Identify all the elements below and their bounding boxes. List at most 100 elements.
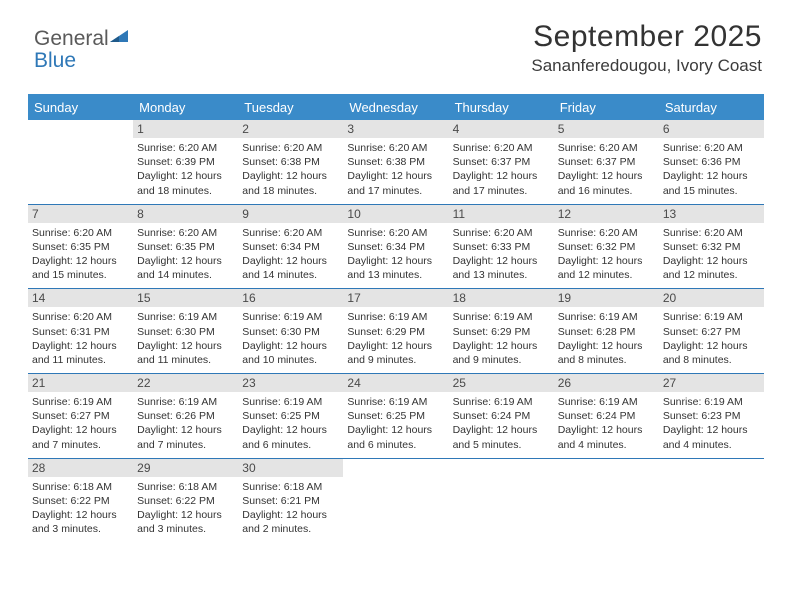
calendar-cell-blank bbox=[28, 120, 133, 204]
day-number: 10 bbox=[343, 205, 448, 223]
calendar-cell: 23Sunrise: 6:19 AMSunset: 6:25 PMDayligh… bbox=[238, 374, 343, 458]
cell-body: Sunrise: 6:19 AMSunset: 6:25 PMDaylight:… bbox=[347, 395, 444, 452]
cell-sunset: Sunset: 6:21 PM bbox=[242, 494, 339, 508]
cell-day1: Daylight: 12 hours bbox=[663, 423, 760, 437]
cell-body: Sunrise: 6:19 AMSunset: 6:29 PMDaylight:… bbox=[347, 310, 444, 367]
cell-sunrise: Sunrise: 6:20 AM bbox=[558, 226, 655, 240]
cell-sunset: Sunset: 6:27 PM bbox=[32, 409, 129, 423]
cell-sunset: Sunset: 6:26 PM bbox=[137, 409, 234, 423]
cell-sunrise: Sunrise: 6:20 AM bbox=[453, 141, 550, 155]
cell-sunset: Sunset: 6:35 PM bbox=[137, 240, 234, 254]
day-number bbox=[28, 120, 133, 138]
day-number: 11 bbox=[449, 205, 554, 223]
cell-body: Sunrise: 6:19 AMSunset: 6:26 PMDaylight:… bbox=[137, 395, 234, 452]
cell-body: Sunrise: 6:19 AMSunset: 6:24 PMDaylight:… bbox=[453, 395, 550, 452]
dayname-2: Tuesday bbox=[238, 100, 343, 115]
cell-sunset: Sunset: 6:23 PM bbox=[663, 409, 760, 423]
cell-day1: Daylight: 12 hours bbox=[558, 423, 655, 437]
calendar-cell: 28 Sunrise: 6:18 AMSunset: 6:22 PMDayligh… bbox=[28, 459, 133, 543]
cell-day2: and 6 minutes. bbox=[242, 438, 339, 452]
calendar-cell-blank bbox=[659, 459, 764, 543]
cell-body: Sunrise: 6:20 AMSunset: 6:37 PMDaylight:… bbox=[453, 141, 550, 198]
calendar-cell: 10 Sunrise: 6:20 AMSunset: 6:34 PMDayligh… bbox=[343, 205, 448, 289]
logo-text-a: General bbox=[34, 27, 109, 50]
calendar-cell: 11 Sunrise: 6:20 AMSunset: 6:33 PMDayligh… bbox=[449, 205, 554, 289]
cell-body: Sunrise: 6:20 AMSunset: 6:32 PMDaylight:… bbox=[663, 226, 760, 283]
cell-sunrise: Sunrise: 6:19 AM bbox=[137, 395, 234, 409]
cell-sunrise: Sunrise: 6:19 AM bbox=[663, 395, 760, 409]
dayname-6: Saturday bbox=[659, 100, 764, 115]
cell-sunrise: Sunrise: 6:18 AM bbox=[137, 480, 234, 494]
cell-day2: and 2 minutes. bbox=[242, 522, 339, 536]
cell-sunset: Sunset: 6:30 PM bbox=[137, 325, 234, 339]
calendar-cell: 19Sunrise: 6:19 AMSunset: 6:28 PMDayligh… bbox=[554, 289, 659, 373]
calendar-cell: 4Sunrise: 6:20 AMSunset: 6:37 PMDaylight… bbox=[449, 120, 554, 204]
cell-day2: and 12 minutes. bbox=[558, 268, 655, 282]
calendar-row: 14Sunrise: 6:20 AMSunset: 6:31 PMDayligh… bbox=[28, 288, 764, 373]
cell-day2: and 6 minutes. bbox=[347, 438, 444, 452]
cell-day2: and 4 minutes. bbox=[663, 438, 760, 452]
cell-body: Sunrise: 6:19 AMSunset: 6:28 PMDaylight:… bbox=[558, 310, 655, 367]
calendar-cell-blank bbox=[449, 459, 554, 543]
day-number: 21 bbox=[28, 374, 133, 392]
calendar-cell: 20 Sunrise: 6:19 AMSunset: 6:27 PMDayligh… bbox=[659, 289, 764, 373]
cell-day1: Daylight: 12 hours bbox=[32, 339, 129, 353]
cell-body: Sunrise: 6:20 AMSunset: 6:38 PMDaylight:… bbox=[242, 141, 339, 198]
day-number: 29 bbox=[133, 459, 238, 477]
cell-body: Sunrise: 6:20 AMSunset: 6:38 PMDaylight:… bbox=[347, 141, 444, 198]
cell-day1: Daylight: 12 hours bbox=[32, 508, 129, 522]
day-number: 24 bbox=[343, 374, 448, 392]
cell-body: Sunrise: 6:19 AMSunset: 6:29 PMDaylight:… bbox=[453, 310, 550, 367]
calendar-cell: 21 Sunrise: 6:19 AMSunset: 6:27 PMDayligh… bbox=[28, 374, 133, 458]
cell-day2: and 15 minutes. bbox=[663, 184, 760, 198]
cell-body: Sunrise: 6:18 AMSunset: 6:22 PMDaylight:… bbox=[32, 480, 129, 537]
cell-day2: and 11 minutes. bbox=[137, 353, 234, 367]
day-number: 6 bbox=[659, 120, 764, 138]
cell-sunrise: Sunrise: 6:19 AM bbox=[453, 310, 550, 324]
cell-sunrise: Sunrise: 6:20 AM bbox=[32, 310, 129, 324]
cell-day1: Daylight: 12 hours bbox=[663, 254, 760, 268]
cell-day1: Daylight: 12 hours bbox=[137, 169, 234, 183]
cell-body: Sunrise: 6:20 AMSunset: 6:35 PMDaylight:… bbox=[137, 226, 234, 283]
calendar-cell: 3Sunrise: 6:20 AMSunset: 6:38 PMDaylight… bbox=[343, 120, 448, 204]
calendar-cell: 6Sunrise: 6:20 AMSunset: 6:36 PMDaylight… bbox=[659, 120, 764, 204]
day-number: 17 bbox=[343, 289, 448, 307]
day-number: 20 bbox=[659, 289, 764, 307]
calendar: SundayMondayTuesdayWednesdayThursdayFrid… bbox=[28, 94, 764, 542]
cell-body: Sunrise: 6:19 AMSunset: 6:23 PMDaylight:… bbox=[663, 395, 760, 452]
cell-sunset: Sunset: 6:28 PM bbox=[558, 325, 655, 339]
cell-sunset: Sunset: 6:38 PM bbox=[242, 155, 339, 169]
month-year: September 2025 bbox=[531, 20, 762, 54]
cell-sunset: Sunset: 6:34 PM bbox=[347, 240, 444, 254]
cell-sunrise: Sunrise: 6:19 AM bbox=[32, 395, 129, 409]
cell-body: Sunrise: 6:20 AMSunset: 6:31 PMDaylight:… bbox=[32, 310, 129, 367]
cell-body: Sunrise: 6:20 AMSunset: 6:33 PMDaylight:… bbox=[453, 226, 550, 283]
cell-day2: and 12 minutes. bbox=[663, 268, 760, 282]
cell-sunrise: Sunrise: 6:20 AM bbox=[663, 141, 760, 155]
cell-body: Sunrise: 6:19 AMSunset: 6:30 PMDaylight:… bbox=[137, 310, 234, 367]
day-number: 28 bbox=[28, 459, 133, 477]
calendar-cell: 30Sunrise: 6:18 AMSunset: 6:21 PMDayligh… bbox=[238, 459, 343, 543]
calendar-cell: 22Sunrise: 6:19 AMSunset: 6:26 PMDayligh… bbox=[133, 374, 238, 458]
cell-sunset: Sunset: 6:30 PM bbox=[242, 325, 339, 339]
logo-mark-icon bbox=[110, 28, 130, 46]
cell-body: Sunrise: 6:20 AMSunset: 6:39 PMDaylight:… bbox=[137, 141, 234, 198]
cell-day2: and 4 minutes. bbox=[558, 438, 655, 452]
cell-day2: and 9 minutes. bbox=[453, 353, 550, 367]
cell-day1: Daylight: 12 hours bbox=[453, 169, 550, 183]
calendar-cell: 13Sunrise: 6:20 AMSunset: 6:32 PMDayligh… bbox=[659, 205, 764, 289]
calendar-body: 1Sunrise: 6:20 AMSunset: 6:39 PMDaylight… bbox=[28, 120, 764, 542]
cell-sunset: Sunset: 6:33 PM bbox=[453, 240, 550, 254]
cell-day2: and 8 minutes. bbox=[663, 353, 760, 367]
logo-text-b: Blue bbox=[34, 49, 76, 72]
cell-body: Sunrise: 6:19 AMSunset: 6:27 PMDaylight:… bbox=[32, 395, 129, 452]
cell-day2: and 15 minutes. bbox=[32, 268, 129, 282]
cell-body: Sunrise: 6:20 AMSunset: 6:34 PMDaylight:… bbox=[347, 226, 444, 283]
cell-body: Sunrise: 6:19 AMSunset: 6:27 PMDaylight:… bbox=[663, 310, 760, 367]
day-number: 26 bbox=[554, 374, 659, 392]
cell-day1: Daylight: 12 hours bbox=[663, 169, 760, 183]
cell-day1: Daylight: 12 hours bbox=[558, 339, 655, 353]
cell-day1: Daylight: 12 hours bbox=[137, 423, 234, 437]
cell-day1: Daylight: 12 hours bbox=[242, 339, 339, 353]
cell-day2: and 13 minutes. bbox=[347, 268, 444, 282]
